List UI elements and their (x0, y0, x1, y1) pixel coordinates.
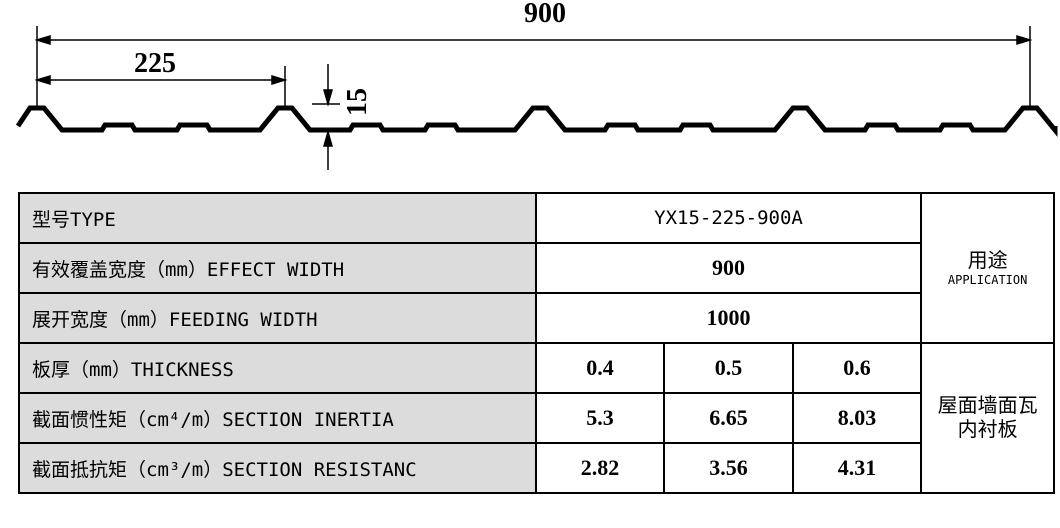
arrow (1016, 34, 1033, 46)
overall-width: 900 (524, 0, 566, 29)
cell: 8.03 (791, 392, 923, 444)
rib-height: 15 (342, 88, 373, 116)
cell: YX15-225-900A (534, 192, 923, 244)
arrow (323, 129, 333, 147)
label-en: APPLICATION (947, 272, 1028, 287)
label: 用途 (967, 249, 1008, 272)
profile-drawing: 900 225 15 (15, 0, 1058, 170)
cell: 1000 (534, 292, 923, 344)
pitch: 225 (134, 48, 176, 79)
arrow (34, 34, 51, 46)
application-header: 用途 APPLICATION (920, 192, 1055, 344)
arrow (323, 89, 333, 107)
row-label: 截面抵抗矩（cm³/m）SECTION RESISTANC (18, 442, 537, 494)
row-label: 展开宽度（mm）FEEDING WIDTH (18, 292, 537, 344)
cell: 2.82 (534, 442, 666, 494)
cell: 900 (534, 242, 923, 294)
line: 内衬板 (957, 419, 1018, 441)
row-label: 型号TYPE (18, 192, 537, 244)
row-label: 有效覆盖宽度（mm）EFFECT WIDTH (18, 242, 537, 294)
cell: 0.5 (663, 342, 794, 394)
cell: 4.31 (791, 442, 923, 494)
application-value: 屋面墙面瓦 内衬板 (920, 342, 1055, 494)
arrow (271, 74, 288, 86)
cell: 0.4 (534, 342, 666, 394)
row-label: 截面惯性矩（cm⁴/m）SECTION INERTIA (18, 392, 537, 444)
row-label: 板厚（mm）THICKNESS (18, 342, 537, 394)
cell: 3.56 (663, 442, 794, 494)
line: 屋面墙面瓦 (937, 395, 1038, 417)
spec-table: 型号TYPE YX15-225-900A 用途 APPLICATION 有效覆盖… (18, 192, 1055, 494)
cell: 6.65 (663, 392, 794, 444)
cell: 5.3 (534, 392, 666, 444)
arrow (34, 74, 51, 86)
sheet-profile (15, 105, 1058, 138)
cell: 0.6 (791, 342, 923, 394)
